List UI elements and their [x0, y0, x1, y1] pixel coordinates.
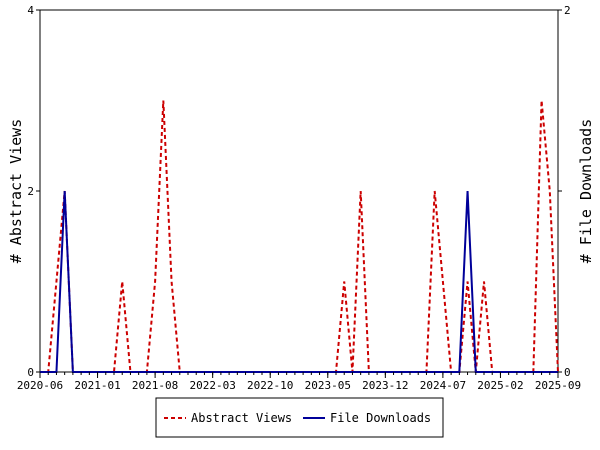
plot-area — [39, 9, 559, 373]
left-axis-ticks: 0 2 4 — [27, 4, 40, 379]
x-tick-label-2023-05: 2023-05 — [305, 379, 351, 392]
legend: Abstract Views File Downloads — [155, 397, 444, 438]
x-tick-label-2025-02: 2025-02 — [477, 379, 523, 392]
series-layer — [40, 100, 559, 373]
legend-label-file-downloads: File Downloads — [330, 411, 431, 425]
x-tick-label-2023-12: 2023-12 — [362, 379, 408, 392]
right-axis-title: # File Downloads — [577, 119, 595, 264]
x-axis-ticks: 2020-06 2021-01 2021-08 2022-03 2022-10 2023-… — [17, 372, 581, 392]
legend-box — [155, 397, 444, 438]
x-tick-label-2021-01: 2021-01 — [74, 379, 120, 392]
series-line-file-downloads — [40, 190, 558, 373]
right-axis-ticks: 02 — [558, 4, 571, 379]
right-tick-label-0: 0 — [564, 366, 571, 379]
x-tick-label-2020-06: 2020-06 — [17, 379, 63, 392]
left-tick-label-2: 2 — [27, 185, 34, 198]
left-axis-title: # Abstract Views — [7, 119, 25, 264]
series-line-abstract-views — [40, 100, 559, 373]
x-tick-label-2024-07: 2024-07 — [420, 379, 466, 392]
x-tick-label-2022-10: 2022-10 — [247, 379, 293, 392]
right-tick-label-2: 2 — [564, 4, 571, 17]
x-tick-label-2021-08: 2021-08 — [132, 379, 178, 392]
legend-label-abstract-views: Abstract Views — [191, 411, 292, 425]
x-tick-label-2022-03: 2022-03 — [189, 379, 235, 392]
x-tick-label-2025-09: 2025-09 — [535, 379, 581, 392]
left-tick-label-0: 0 — [27, 366, 34, 379]
left-tick-label-4: 4 — [27, 4, 34, 17]
